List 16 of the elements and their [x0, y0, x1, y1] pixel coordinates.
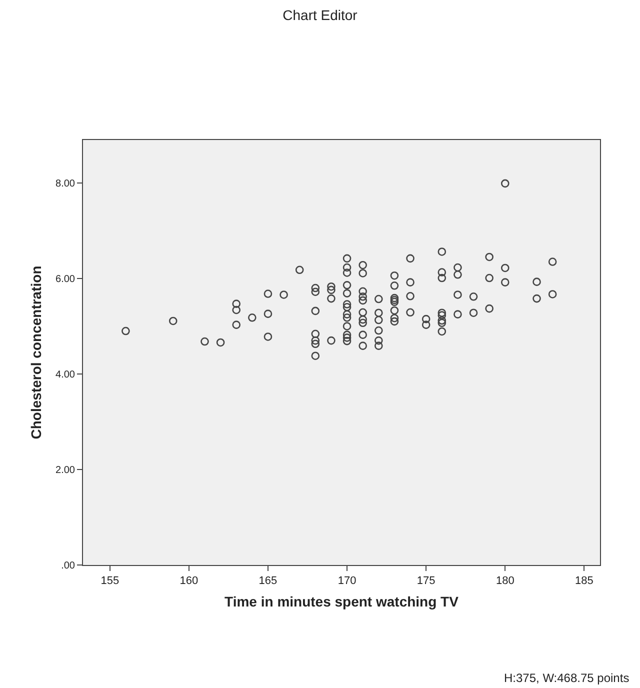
x-tick-label: 185 [575, 575, 594, 588]
y-tick-label: 6.00 [56, 274, 76, 285]
y-tick-label: 8.00 [56, 178, 76, 190]
y-tick-label: 2.00 [56, 464, 76, 476]
y-tick-label: .00 [61, 560, 76, 572]
x-tick-label: 155 [100, 575, 120, 588]
y-axis-title: Cholesterol concentration [28, 266, 44, 440]
x-axis-title: Time in minutes spent watching TV [224, 594, 460, 610]
text: H:375, W:468.75 points [504, 671, 630, 685]
chart-title: Chart Editor [282, 7, 358, 24]
x-tick-label: 175 [416, 575, 436, 588]
x-tick-label: 180 [496, 575, 514, 588]
x-tick-label: 170 [338, 575, 356, 588]
x-tick-label: 165 [258, 575, 278, 588]
y-tick-label: 4.00 [56, 369, 76, 380]
x-tick-label: 160 [180, 575, 198, 588]
